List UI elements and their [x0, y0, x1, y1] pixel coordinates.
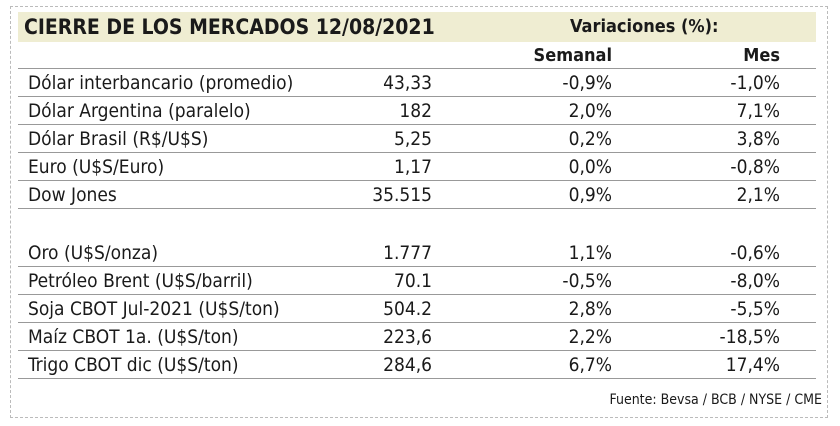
cell: -8,0%: [730, 270, 780, 292]
header-bar: [18, 12, 816, 42]
rule: [18, 152, 816, 153]
row-label: Dólar Brasil (R$/U$S): [28, 128, 209, 150]
rule: [18, 350, 816, 351]
row-label: Petróleo Brent (U$S/barril): [28, 270, 253, 292]
rule: [18, 266, 816, 267]
cell: -5,5%: [730, 298, 780, 320]
rule: [18, 208, 816, 209]
column-header: Mes: [743, 45, 780, 66]
cell: 70.1: [393, 270, 432, 292]
row-label: Trigo CBOT dic (U$S/ton): [28, 354, 239, 376]
cell: 6,7%: [568, 354, 612, 376]
cell: 0,0%: [568, 156, 612, 178]
rule: [18, 378, 816, 379]
cell: 0,9%: [568, 184, 612, 206]
cell: 35.515: [372, 184, 432, 206]
cell: 2,8%: [568, 298, 612, 320]
cell: 1.777: [383, 242, 432, 264]
rule: [18, 322, 816, 323]
rule: [18, 68, 816, 69]
variations-label: Variaciones (%):: [570, 16, 719, 37]
cell: 0,2%: [568, 128, 612, 150]
cell: 504.2: [383, 298, 432, 320]
cell: 2,2%: [568, 326, 612, 348]
cell: 284,6: [383, 354, 432, 376]
title: CIERRE DE LOS MERCADOS 12/08/2021: [24, 15, 435, 39]
cell: -0,6%: [730, 242, 780, 264]
cell: 43,33: [383, 72, 432, 94]
row-label: Dólar Argentina (paralelo): [28, 100, 251, 122]
cell: -18,5%: [719, 326, 780, 348]
cell: 2,1%: [736, 184, 780, 206]
cell: -0,5%: [562, 270, 612, 292]
row-label: Dow Jones: [28, 184, 117, 206]
cell: -0,8%: [730, 156, 780, 178]
rule: [18, 294, 816, 295]
cell: -0,9%: [562, 72, 612, 94]
row-label: Oro (U$S/onza): [28, 242, 159, 264]
source: Fuente: Bevsa / BCB / NYSE / CME: [609, 392, 822, 408]
cell: -1,0%: [730, 72, 780, 94]
row-label: Dólar interbancario (promedio): [28, 72, 294, 94]
cell: 2,0%: [568, 100, 612, 122]
rule: [18, 180, 816, 181]
row-label: Euro (U$S/Euro): [28, 156, 165, 178]
frame: [10, 6, 828, 418]
cell: 17,4%: [725, 354, 780, 376]
cell: 3,8%: [736, 128, 780, 150]
rule: [18, 96, 816, 97]
row-label: Maíz CBOT 1a. (U$S/ton): [28, 326, 239, 348]
cell: 7,1%: [736, 100, 780, 122]
cell: 5,25: [393, 128, 432, 150]
cell: 182: [399, 100, 432, 122]
column-header: Semanal: [533, 45, 612, 66]
cell: 1,17: [393, 156, 432, 178]
rule: [18, 124, 816, 125]
row-label: Soja CBOT Jul-2021 (U$S/ton): [28, 298, 280, 320]
cell: 1,1%: [568, 242, 612, 264]
cell: 223,6: [383, 326, 432, 348]
